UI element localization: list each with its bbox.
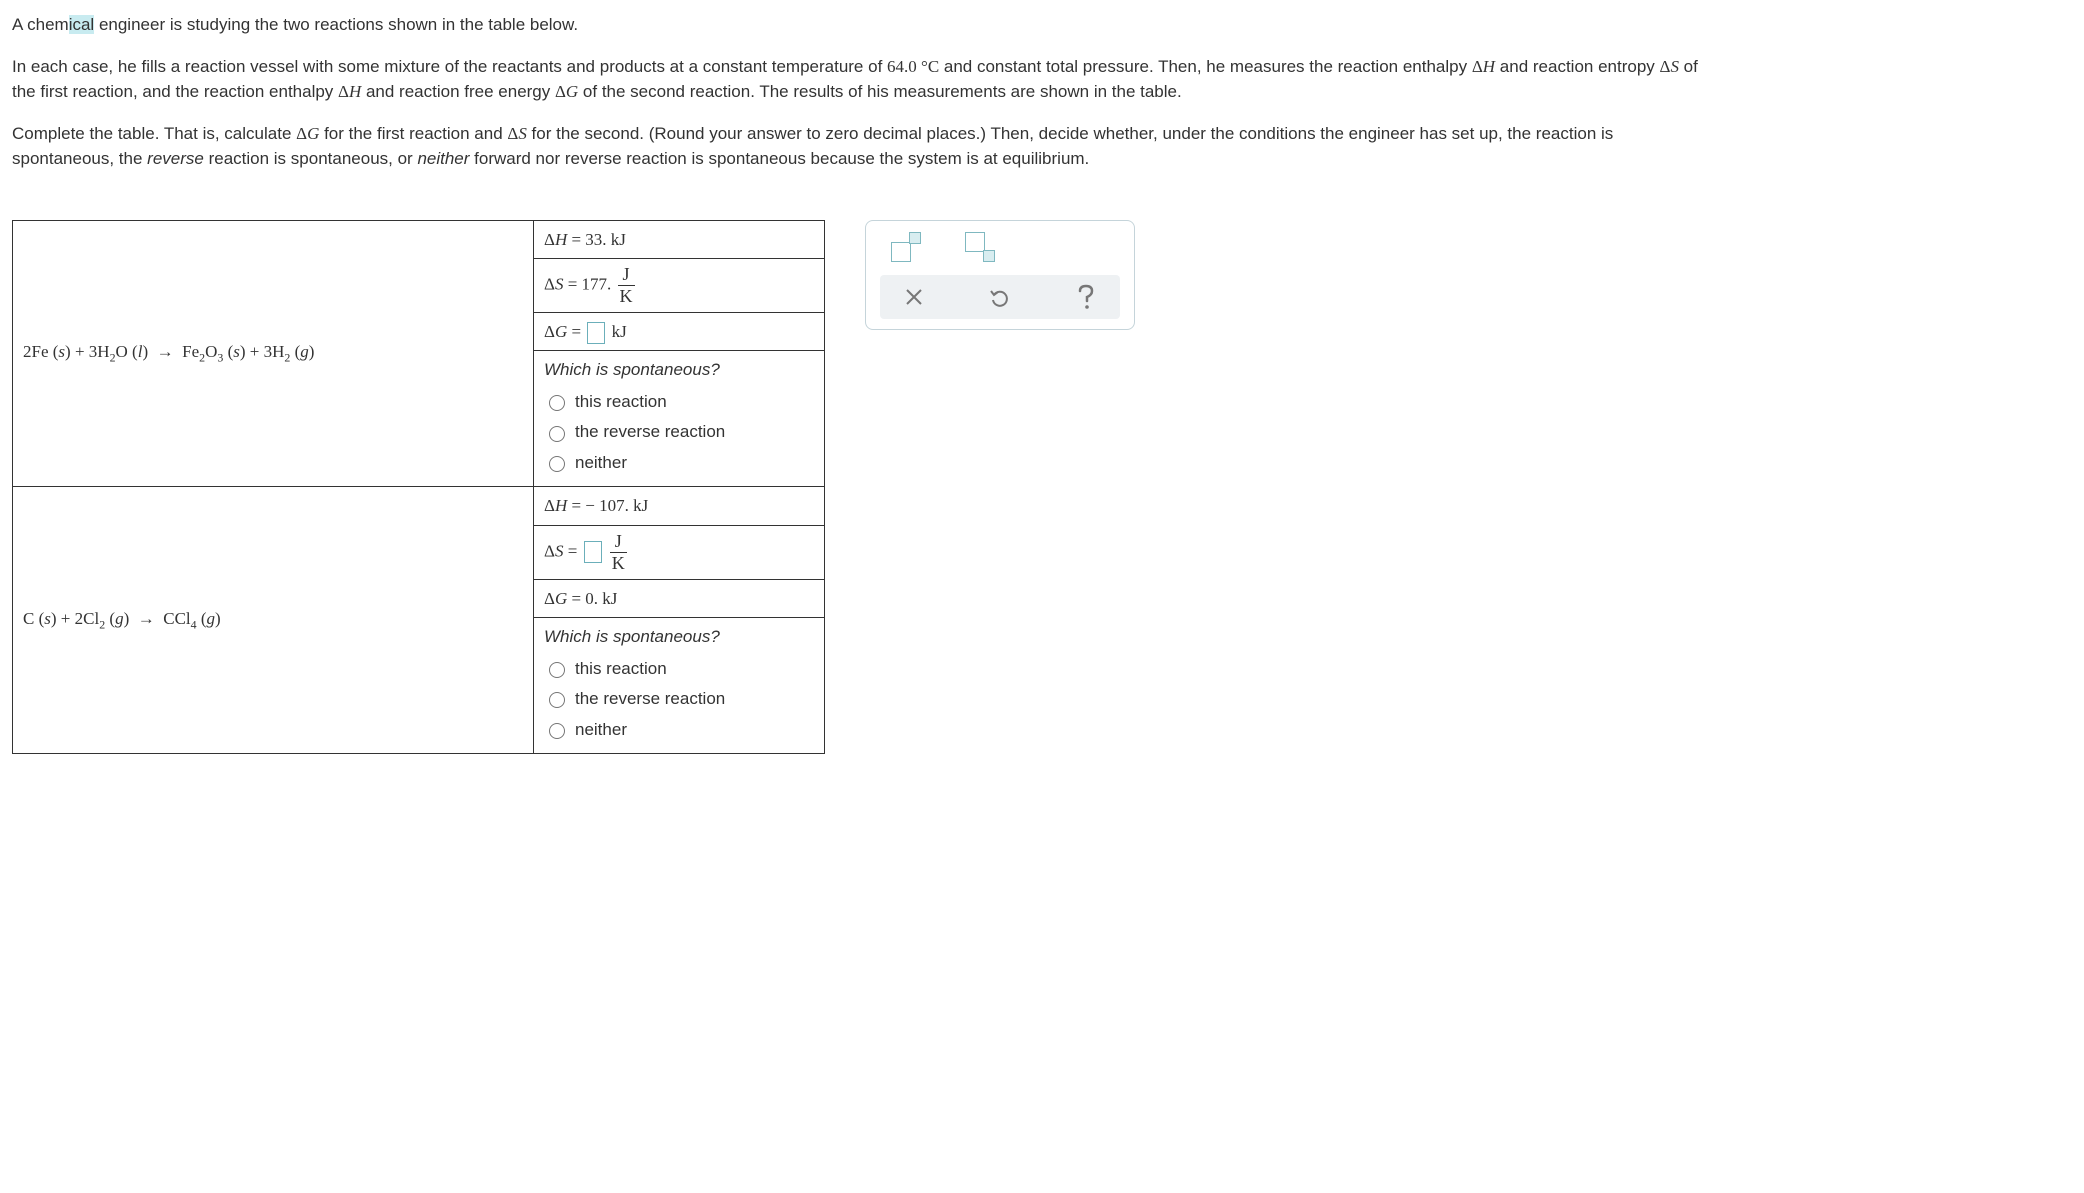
- palette-bottom-row: [880, 275, 1120, 319]
- paragraph-1: A chemical engineer is studying the two …: [12, 12, 1712, 38]
- r2-option-this[interactable]: this reaction: [544, 656, 814, 682]
- x-icon: [904, 287, 924, 307]
- r2-option-reverse[interactable]: the reverse reaction: [544, 686, 814, 712]
- emphasis: neither: [417, 149, 469, 168]
- radio-input[interactable]: [549, 395, 565, 411]
- r1-delta-g-cell: ΔG = kJ: [534, 312, 825, 351]
- r1-delta-h-cell: ΔH = 33. kJ: [534, 220, 825, 259]
- radio-input[interactable]: [549, 662, 565, 678]
- radio-input[interactable]: [549, 456, 565, 472]
- r2-delta-g-cell: ΔG = 0. kJ: [534, 579, 825, 618]
- clear-button[interactable]: [894, 283, 934, 311]
- r1-option-this[interactable]: this reaction: [544, 389, 814, 415]
- option-label: the reverse reaction: [575, 419, 725, 445]
- content-area: 2Fe (s) + 3H2O (l) → Fe2O3 (s) + 3H2 (g)…: [12, 220, 2072, 755]
- r1-spontaneous-cell: Which is spontaneous? this reaction the …: [534, 351, 825, 487]
- text: A chem: [12, 15, 69, 34]
- delta-g-symbol: ΔG: [296, 124, 319, 143]
- option-label: neither: [575, 717, 627, 743]
- reaction-1-equation: 2Fe (s) + 3H2O (l) → Fe2O3 (s) + 3H2 (g): [13, 220, 534, 487]
- delta-g-symbol: ΔG: [555, 82, 578, 101]
- text: forward nor reverse reaction is spontane…: [469, 149, 1089, 168]
- paragraph-2: In each case, he fills a reaction vessel…: [12, 54, 1712, 105]
- text: engineer is studying the two reactions s…: [94, 15, 578, 34]
- r2-dh-value: = − 107. kJ: [567, 496, 648, 515]
- text: and constant total pressure. Then, he me…: [939, 57, 1472, 76]
- r2-option-neither[interactable]: neither: [544, 717, 814, 743]
- radio-input[interactable]: [549, 723, 565, 739]
- spontaneous-question: Which is spontaneous?: [544, 624, 814, 650]
- help-button[interactable]: [1066, 283, 1106, 311]
- reaction-2-equation: C (s) + 2Cl2 (g) → CCl4 (g): [13, 487, 534, 754]
- delta-s-symbol: ΔS: [1660, 57, 1679, 76]
- r1-delta-s-cell: ΔS = 177. JK: [534, 259, 825, 313]
- palette-top-row: [880, 233, 1120, 271]
- text: Complete the table. That is, calculate: [12, 124, 296, 143]
- text: for the first reaction and: [319, 124, 507, 143]
- undo-button[interactable]: [980, 283, 1020, 311]
- r2-delta-s-cell: ΔS = JK: [534, 525, 825, 579]
- delta-h-symbol: ΔH: [338, 82, 361, 101]
- superscript-button[interactable]: [886, 233, 926, 261]
- text: of the second reaction. The results of h…: [578, 82, 1182, 101]
- r2-dg-value: = 0. kJ: [567, 589, 617, 608]
- temperature-value: 64.0 °C: [887, 57, 939, 76]
- spontaneous-question: Which is spontaneous?: [544, 357, 814, 383]
- r2-ds-input[interactable]: [584, 541, 602, 563]
- superscript-icon: [891, 232, 921, 262]
- option-label: the reverse reaction: [575, 686, 725, 712]
- highlighted-text: ical: [69, 15, 95, 34]
- eq-text: =: [563, 541, 581, 560]
- radio-input[interactable]: [549, 692, 565, 708]
- undo-icon: [988, 285, 1012, 309]
- r1-dh-value: = 33. kJ: [567, 230, 626, 249]
- r2-delta-h-cell: ΔH = − 107. kJ: [534, 487, 825, 526]
- radio-input[interactable]: [549, 426, 565, 442]
- problem-text: A chemical engineer is studying the two …: [12, 12, 1712, 172]
- reaction-table: 2Fe (s) + 3H2O (l) → Fe2O3 (s) + 3H2 (g)…: [12, 220, 825, 755]
- fraction-j-k: JK: [610, 532, 627, 573]
- question-icon: [1075, 283, 1097, 311]
- subscript-icon: [965, 232, 995, 262]
- r1-ds-value: = 177.: [563, 274, 615, 293]
- delta-s-symbol: ΔS: [507, 124, 526, 143]
- option-label: this reaction: [575, 389, 667, 415]
- option-label: this reaction: [575, 656, 667, 682]
- input-palette: [865, 220, 1135, 330]
- text: reaction is spontaneous, or: [204, 149, 418, 168]
- text: In each case, he fills a reaction vessel…: [12, 57, 887, 76]
- delta-h-symbol: ΔH: [1472, 57, 1495, 76]
- fraction-j-k: JK: [618, 265, 635, 306]
- paragraph-3: Complete the table. That is, calculate Δ…: [12, 121, 1712, 172]
- text: and reaction entropy: [1495, 57, 1659, 76]
- r1-option-neither[interactable]: neither: [544, 450, 814, 476]
- r2-spontaneous-cell: Which is spontaneous? this reaction the …: [534, 618, 825, 754]
- emphasis: reverse: [147, 149, 204, 168]
- r1-dg-unit: kJ: [607, 322, 626, 341]
- text: and reaction free energy: [361, 82, 555, 101]
- option-label: neither: [575, 450, 627, 476]
- r1-option-reverse[interactable]: the reverse reaction: [544, 419, 814, 445]
- subscript-button[interactable]: [960, 233, 1000, 261]
- r1-dg-input[interactable]: [587, 322, 605, 344]
